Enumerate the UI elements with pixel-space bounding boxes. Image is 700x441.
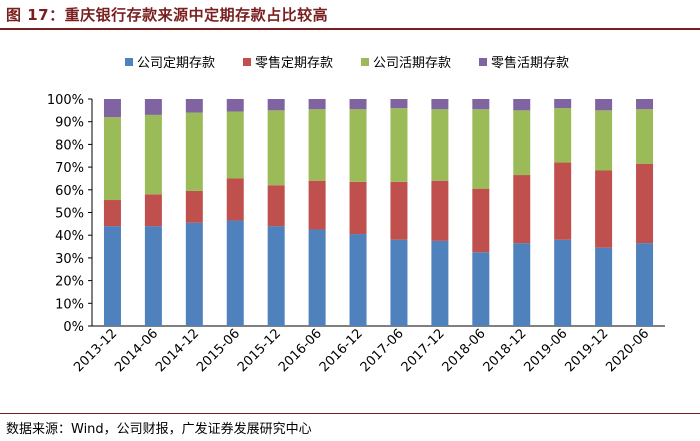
bar-segment-3-2014-12 [185,99,203,113]
y-tick-label: 30% [55,252,84,267]
legend-label-0: 公司定期存款 [137,56,215,71]
x-tick-label: 2018-12 [481,326,530,375]
bar-segment-3-2018-12 [513,99,531,111]
bar-segment-2-2017-12 [431,109,449,181]
title-divider [0,28,700,30]
bar-segment-3-2016-12 [349,99,367,110]
x-tick-label: 2015-12 [235,326,284,375]
bar-segment-1-2017-12 [431,180,449,241]
bar-segment-2-2015-12 [267,110,285,186]
bar-segment-2-2014-06 [144,114,162,195]
legend-label-1: 零售定期存款 [255,55,333,71]
bar-segment-1-2019-12 [595,170,613,248]
bar-segment-2-2020-06 [636,109,654,164]
bar-segment-0-2017-06 [390,239,408,326]
bar-segment-0-2016-06 [308,229,326,326]
bar-segment-3-2015-12 [267,99,285,111]
y-tick-label: 80% [55,138,84,153]
bar-segment-3-2019-12 [595,99,613,111]
legend-swatch-3 [479,58,487,66]
x-tick-label: 2014-06 [112,326,161,375]
x-axis: 2013-122014-062014-122015-062015-122016-… [71,326,652,375]
bar-segment-0-2015-12 [267,226,285,326]
bar-segment-0-2019-12 [595,247,613,326]
bar-segment-3-2016-06 [308,99,326,110]
bar-segment-1-2018-06 [472,188,490,253]
bar-segment-3-2014-06 [144,99,162,115]
x-tick-label: 2019-12 [562,326,611,375]
y-tick-label: 90% [55,116,84,131]
data-source-note: 数据来源：Wind，公司财报，广发证券发展研究中心 [6,422,312,437]
chart-title: 图 17：重庆银行存款来源中定期存款占比较高 [6,6,329,24]
bar-segment-1-2015-06 [226,178,244,221]
bar-segment-1-2019-06 [554,162,572,240]
bar-segment-2-2016-06 [308,109,326,181]
x-tick-label: 2017-06 [358,326,407,375]
x-tick-label: 2014-12 [153,326,202,375]
bars-group [103,99,654,326]
bar-segment-1-2018-12 [513,175,531,244]
bar-segment-3-2015-06 [226,99,244,112]
bar-segment-0-2018-12 [513,243,531,326]
bar-segment-3-2013-12 [103,99,121,118]
y-tick-label: 60% [55,184,84,199]
y-tick-label: 70% [55,161,84,176]
source-divider [0,413,700,414]
legend-swatch-0 [125,58,133,66]
y-tick-label: 0% [63,320,84,335]
x-tick-label: 2016-06 [276,326,325,375]
bar-segment-2-2019-06 [554,108,572,163]
bar-segment-0-2016-12 [349,234,367,326]
bar-segment-2-2015-06 [226,111,244,179]
y-tick-label: 10% [55,297,84,312]
legend-swatch-1 [243,58,251,66]
y-tick-label: 100% [47,93,84,108]
bar-segment-1-2016-06 [308,180,326,230]
bar-segment-3-2017-12 [431,99,449,110]
y-axis: 0% 10% 20% 30% 40% 50% 60% 70% 80% 90% 100% [47,93,92,335]
x-tick-label: 2016-12 [317,326,366,375]
bar-segment-0-2014-12 [185,222,203,326]
bar-segment-0-2018-06 [472,252,490,326]
bar-segment-2-2014-12 [185,112,203,191]
bar-segment-1-2015-12 [267,185,285,227]
legend: 公司定期存款 零售定期存款 公司活期存款 零售活期存款 [125,55,569,71]
x-tick-label: 2019-06 [521,326,570,375]
bar-segment-1-2014-12 [185,190,203,223]
x-tick-label: 2015-06 [194,326,243,375]
bar-segment-1-2014-06 [144,194,162,227]
x-tick-label: 2020-06 [603,326,652,375]
y-tick-label: 50% [55,207,84,222]
bar-segment-0-2020-06 [636,243,654,326]
legend-label-2: 公司活期存款 [373,56,451,71]
plot-area [91,99,665,327]
bar-segment-1-2017-06 [390,181,408,240]
bar-segment-3-2019-06 [554,99,572,109]
bar-segment-2-2016-12 [349,109,367,182]
x-tick-label: 2017-12 [399,326,448,375]
bar-segment-3-2020-06 [636,99,654,110]
bar-segment-0-2019-06 [554,239,572,326]
x-tick-label: 2018-06 [440,326,489,375]
y-tick-label: 40% [55,229,84,244]
bar-segment-1-2020-06 [636,163,654,244]
y-tick-label: 20% [55,275,84,290]
bar-segment-2-2018-12 [513,110,531,176]
legend-label-3: 零售活期存款 [491,55,569,71]
bar-segment-3-2017-06 [390,99,408,109]
bar-segment-1-2013-12 [103,200,121,227]
bar-segment-0-2015-06 [226,220,244,326]
bar-segment-0-2014-06 [144,226,162,326]
bar-segment-0-2013-12 [103,226,121,326]
bar-segment-1-2016-12 [349,181,367,235]
bar-segment-2-2019-12 [595,110,613,171]
bar-segment-2-2013-12 [103,117,121,201]
bar-segment-2-2018-06 [472,109,490,189]
bar-segment-0-2017-12 [431,240,449,326]
legend-swatch-2 [361,58,369,66]
bar-segment-3-2018-06 [472,99,490,110]
bar-segment-2-2017-06 [390,108,408,182]
